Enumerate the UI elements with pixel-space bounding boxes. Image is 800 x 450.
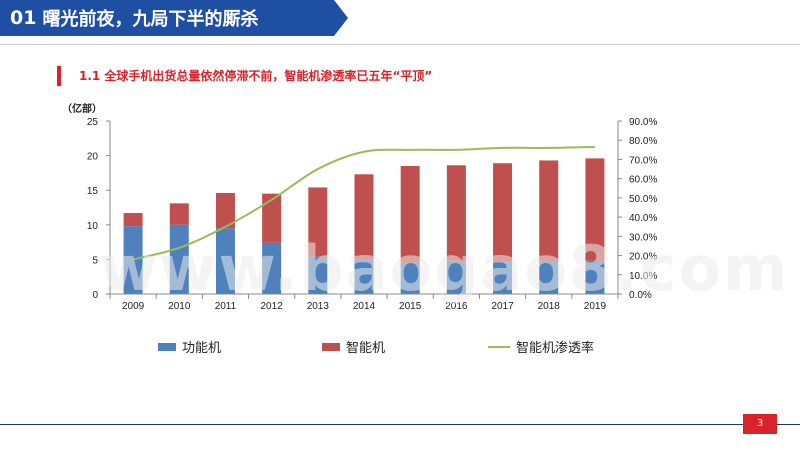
bar-feature-2019 [585, 260, 605, 294]
legend-item-penetration: 智能机渗透率 [488, 337, 594, 356]
section-title: 1.1 全球手机出货总量依然停滞不前，智能机渗透率已五年“平顶” [79, 69, 433, 83]
x-tick-label: 2013 [307, 301, 330, 312]
x-tick-label: 2017 [491, 301, 514, 312]
bar-smart-2014 [354, 174, 374, 261]
bar-feature-2016 [446, 260, 466, 294]
x-tick-label: 2019 [584, 301, 607, 312]
legend-item-feature: 功能机 [158, 337, 221, 356]
y-right-tick-label: 80.0% [629, 136, 657, 147]
line-layer [132, 145, 595, 261]
x-tick-label: 2016 [445, 301, 468, 312]
legend-item-smart: 智能机 [322, 337, 385, 356]
y-right-tick-label: 40.0% [629, 213, 657, 224]
page-number: 3 [743, 414, 777, 434]
bar-layer [123, 158, 605, 294]
header-band: 01 曙光前夜，九局下半的厮杀 [0, 0, 348, 36]
penetration-line [132, 145, 595, 261]
header-title: 曙光前夜，九局下半的厮杀 [42, 9, 259, 30]
bar-smart-2012 [262, 193, 282, 243]
x-tick-label: 2018 [538, 301, 561, 312]
bar-smart-2010 [169, 203, 189, 225]
legend-swatch-smart [322, 342, 340, 351]
legend-label-smart: 智能机 [346, 341, 386, 356]
header-divider [0, 44, 800, 45]
bar-feature-2010 [169, 224, 189, 294]
y-left-tick-label: 25 [87, 117, 99, 128]
x-tick-label: 2014 [353, 301, 376, 312]
bar-smart-2017 [493, 163, 513, 263]
bar-smart-2011 [215, 192, 235, 229]
y-right-tick-label: 20.0% [629, 252, 657, 263]
footer-divider [0, 424, 800, 425]
y-right-tick-label: 30.0% [629, 232, 657, 243]
header-number: 01 [10, 7, 37, 29]
bar-feature-2014 [354, 260, 374, 294]
bar-feature-2015 [400, 262, 420, 294]
x-tick-label: 2010 [168, 301, 191, 312]
bar-smart-2009 [123, 213, 143, 227]
combo-chart: 0 5 10 15 20 25 （亿部） 0.0% 10.0% 20.0% 30.0% 40.0% 50… [62, 102, 657, 312]
bar-smart-2015 [400, 165, 420, 263]
x-tick-label: 2009 [122, 301, 145, 312]
y-right-tick-label: 50.0% [629, 194, 657, 205]
y-left-tick-label: 10 [87, 221, 99, 232]
bar-feature-2013 [308, 256, 328, 294]
legend-label-feature: 功能机 [182, 341, 222, 356]
y-right-tick-label: 0.0% [629, 290, 652, 301]
y-left-tick-label: 20 [87, 152, 99, 163]
bar-feature-2018 [539, 261, 559, 294]
y-left-tick-label: 5 [92, 255, 98, 266]
y-left-tick-label: 0 [92, 290, 98, 301]
axes-layer: 0 5 10 15 20 25 （亿部） 0.0% 10.0% 20.0% 30.0% 40.0% 50… [62, 102, 657, 312]
x-tick-label: 2015 [399, 301, 422, 312]
bar-feature-2017 [493, 262, 513, 294]
y-right-tick-label: 10.0% [629, 271, 657, 282]
legend-swatch-feature [158, 342, 176, 351]
y-right-tick-label: 60.0% [629, 175, 657, 186]
y-left-unit-label: （亿部） [62, 102, 102, 115]
bar-feature-2012 [262, 242, 282, 294]
bar-smart-2016 [446, 165, 466, 261]
x-tick-label: 2012 [261, 301, 284, 312]
bar-feature-2011 [215, 228, 235, 294]
section-marker [57, 66, 61, 86]
legend-label-penetration: 智能机渗透率 [516, 341, 595, 356]
bar-smart-2019 [585, 158, 605, 261]
legend-swatch-penetration [488, 345, 510, 348]
y-right-tick-label: 70.0% [629, 155, 657, 166]
y-right-tick-label: 90.0% [629, 117, 657, 128]
bar-smart-2013 [308, 187, 328, 257]
y-left-tick-label: 15 [87, 186, 99, 197]
x-tick-label: 2011 [215, 301, 237, 312]
watermark-text: www.baogao8.com [100, 232, 790, 305]
bar-smart-2018 [539, 160, 559, 262]
bar-feature-2009 [123, 226, 143, 294]
